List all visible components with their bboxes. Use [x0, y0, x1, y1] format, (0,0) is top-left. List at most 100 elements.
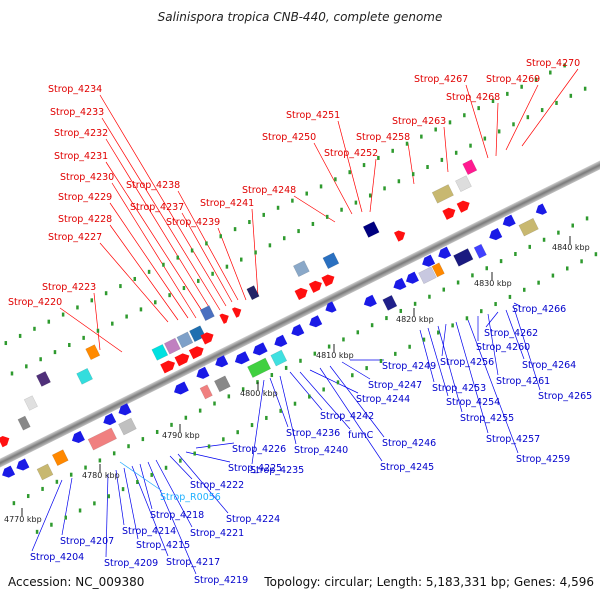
- forward-gene-label: Strop_4229: [58, 192, 112, 203]
- tick-dot: [111, 321, 114, 326]
- gene-box: [189, 325, 206, 343]
- callout-line: [123, 467, 139, 540]
- tick-dot: [542, 237, 546, 242]
- gene-box: [431, 184, 454, 204]
- tick-dot: [39, 357, 42, 362]
- tick-dot: [47, 319, 51, 324]
- callout-line: [105, 473, 109, 558]
- tick-dot: [112, 451, 116, 456]
- tick-dot: [477, 106, 480, 111]
- forward-gene-label: Strop_4267: [414, 74, 468, 85]
- gene-box: [455, 175, 472, 193]
- reverse-gene-arrow: [489, 228, 503, 241]
- gene-box: [199, 384, 213, 400]
- forward-gene-label: Strop_4269: [486, 74, 540, 85]
- callout-line: [59, 307, 123, 353]
- tick-dot: [76, 305, 79, 310]
- tick-dot: [342, 337, 345, 342]
- reverse-gene-arrow: [274, 334, 288, 347]
- tick-dot: [69, 472, 73, 477]
- tick-dot: [351, 373, 354, 378]
- tick-dot: [33, 326, 36, 331]
- tick-dot: [514, 252, 517, 257]
- kbp-tick-label: 4830 kbp: [474, 279, 512, 288]
- gene-box: [292, 260, 310, 278]
- tick-dot: [555, 100, 558, 105]
- callout-line: [521, 68, 579, 147]
- gene-box: [151, 344, 169, 361]
- tick-dot: [176, 255, 180, 260]
- kbp-tick-label: 4840 kbp: [552, 243, 590, 252]
- reverse-gene-label: Strop_4244: [356, 394, 410, 405]
- tick-dot: [370, 323, 374, 328]
- tick-dot: [98, 458, 102, 463]
- forward-gene-arrow: [219, 313, 229, 324]
- reverse-gene-label: Strop_4256: [440, 357, 494, 368]
- reverse-gene-arrow: [71, 430, 85, 443]
- tick-dot: [265, 415, 268, 420]
- gene-box: [213, 375, 231, 393]
- callout-line: [185, 451, 231, 463]
- callout-line: [251, 379, 265, 465]
- callout-line: [99, 94, 227, 307]
- tick-dot: [454, 150, 458, 155]
- tick-dot: [594, 252, 598, 257]
- tick-dot: [526, 115, 530, 120]
- reverse-gene-label: Strop_4260: [476, 342, 530, 353]
- callout-line: [109, 224, 179, 321]
- tick-dot: [428, 294, 431, 299]
- gene-box: [247, 357, 272, 378]
- tick-dot: [279, 408, 282, 413]
- tick-dot: [394, 351, 397, 356]
- forward-gene-arrow: [321, 274, 335, 287]
- reverse-gene-arrow: [103, 413, 117, 426]
- reverse-gene-label: Strop_4264: [522, 360, 576, 371]
- gene-box: [462, 159, 478, 176]
- tick-dot: [282, 236, 286, 241]
- reverse-gene-label: Strop_4255: [460, 413, 514, 424]
- tick-dot: [25, 364, 28, 369]
- tick-dot: [399, 308, 403, 313]
- tick-dot: [506, 91, 509, 96]
- tick-dot: [583, 86, 587, 91]
- reverse-gene-label: Strop_4215: [136, 540, 190, 551]
- gene-box: [382, 294, 398, 311]
- callout-line: [105, 161, 205, 315]
- callout-line: [217, 227, 247, 301]
- forward-gene-arrow: [294, 287, 308, 300]
- forward-gene-label: Strop_4263: [392, 116, 446, 127]
- tick-dot: [147, 269, 151, 274]
- rna-gene-label: Strop_R0056: [160, 492, 221, 503]
- tick-dot: [469, 143, 472, 148]
- reverse-gene-label: Strop_4235: [250, 465, 304, 476]
- reverse-gene-label: Strop_4209: [104, 558, 158, 569]
- tick-dot: [563, 63, 566, 68]
- tick-dot: [512, 122, 515, 127]
- forward-gene-label: Strop_4251: [286, 110, 340, 121]
- tick-dot: [84, 465, 87, 470]
- gene-box: [23, 395, 38, 411]
- tick-dot: [397, 179, 401, 184]
- reverse-gene-label: Strop_4225: [228, 463, 282, 474]
- tick-dot: [354, 200, 358, 205]
- tick-dot: [41, 486, 44, 491]
- tick-dot: [362, 163, 366, 168]
- tick-dot: [90, 298, 94, 303]
- tick-dot: [420, 134, 423, 139]
- reverse-gene-label: Strop_4207: [60, 536, 114, 547]
- tick-dot: [348, 170, 351, 175]
- tick-dot: [483, 136, 487, 141]
- tick-dot: [270, 373, 274, 378]
- tick-dot: [340, 207, 343, 212]
- gene-box: [35, 370, 51, 387]
- callout-line: [147, 461, 197, 575]
- reverse-gene-arrow: [118, 403, 132, 416]
- gene-box: [431, 262, 445, 278]
- gene-box: [163, 337, 181, 355]
- forward-gene-label: Strop_4220: [8, 297, 62, 308]
- gene-box: [51, 449, 69, 467]
- tick-dot: [325, 214, 329, 219]
- forward-gene-label: Strop_4227: [48, 232, 102, 243]
- tick-dot: [356, 330, 360, 335]
- tick-dot: [305, 191, 308, 196]
